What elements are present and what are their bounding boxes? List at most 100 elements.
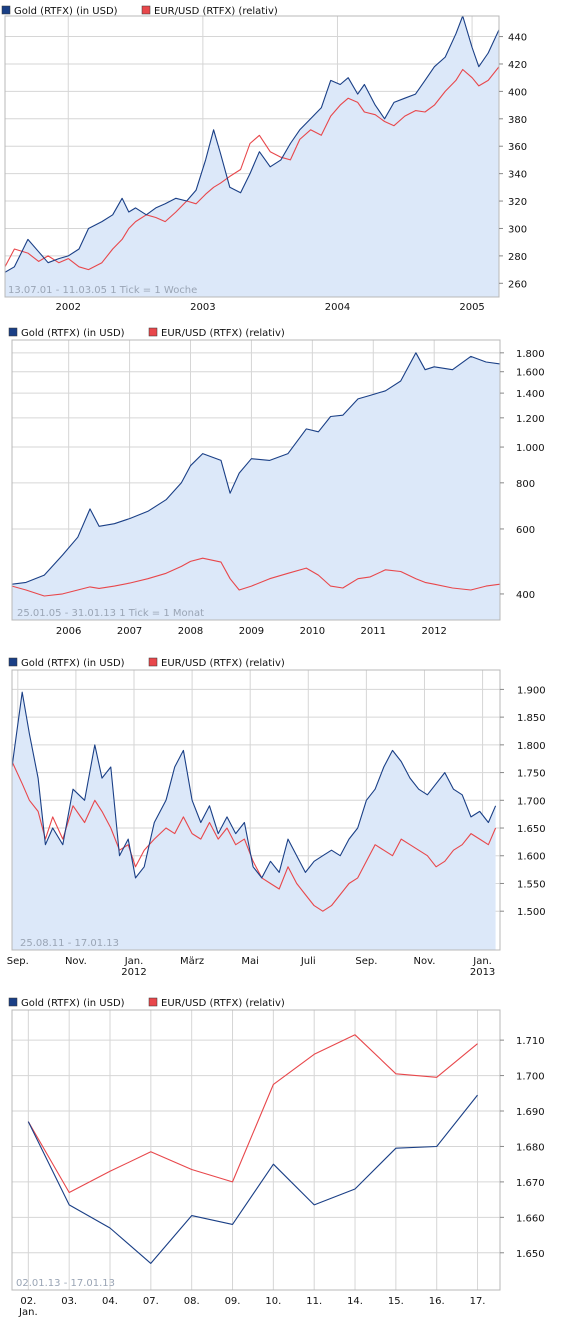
gold-line [5,16,499,273]
x-tick-label: 02. [20,1296,36,1307]
y-tick-label: 1.550 [517,879,546,890]
x-tick-label: 10. [265,1296,281,1307]
x-tick-label: 08. [184,1296,200,1307]
y-tick-label: 360 [508,142,527,153]
x-tick-label: 2012 [121,967,146,978]
legend-label: Gold (RTFX) (in USD) [21,658,125,669]
legend-label: EUR/USD (RTFX) (relativ) [161,658,285,669]
series-group [5,16,499,297]
chart-3: Gold (RTFX) (in USD) EUR/USD (RTFX) (rela… [7,657,546,978]
x-tick-label: 2011 [361,626,386,637]
x-axis: 02.Jan. 03. 04. 07. 08. 09. 10. 11. 14. 15. 16. 17. [18,1296,485,1318]
y-tick-label: 1.670 [516,1178,545,1189]
x-tick-label: 2005 [459,302,484,313]
legend-swatch [8,997,18,1007]
plot-frame [11,339,501,621]
chart-legend: Gold (RTFX) (in USD) EUR/USD (RTFX) (rela… [1,5,278,17]
grid [12,1010,500,1290]
legend-label: EUR/USD (RTFX) (relativ) [161,328,285,339]
y-tick-label: 600 [516,525,535,536]
y-tick-label: 1.400 [516,389,545,400]
legend-swatch [8,327,18,337]
y-axis: 260 280 300 320 340 360 380 400 420 440 [499,33,527,290]
range-note: 25.08.11 - 17.01.13 [20,938,119,949]
chart-2: Gold (RTFX) (in USD) EUR/USD (RTFX) (rela… [8,327,545,637]
x-tick-label: Jan. [18,1307,38,1318]
y-tick-label: 1.750 [517,769,546,780]
x-tick-label: Sep. [355,956,377,967]
chart-legend: Gold (RTFX) (in USD) EUR/USD (RTFX) (rela… [8,657,285,669]
x-tick-label: 03. [61,1296,77,1307]
y-tick-label: 280 [508,252,527,263]
legend-label: Gold (RTFX) (in USD) [21,328,125,339]
chart-legend: Gold (RTFX) (in USD) EUR/USD (RTFX) (rela… [8,327,285,339]
y-tick-label: 340 [508,170,527,181]
x-tick-label: Nov. [414,956,436,967]
x-tick-label: 2002 [56,302,81,313]
y-tick-label: 1.200 [516,414,545,425]
y-tick-label: 440 [508,33,527,44]
series-group [12,352,500,620]
x-tick-label: Mai [241,956,259,967]
x-tick-label: Nov. [65,956,87,967]
x-tick-label: 11. [306,1296,322,1307]
x-axis: 2006 2007 2008 2009 2010 2011 2012 [56,626,447,637]
y-tick-label: 1.650 [516,1249,545,1260]
chart-legend: Gold (RTFX) (in USD) EUR/USD (RTFX) (rela… [8,997,285,1009]
x-tick-label: Jan. [124,956,144,967]
y-tick-label: 1.000 [516,443,545,454]
y-tick-label: 1.660 [516,1213,545,1224]
eurusd-line [27,1034,478,1194]
x-tick-label: 2013 [470,967,495,978]
legend-swatch [1,5,11,15]
x-tick-label: 2012 [421,626,446,637]
y-tick-label: 1.710 [516,1036,545,1047]
legend-swatch [141,5,151,15]
gold-line [27,1094,478,1264]
y-tick-label: 1.650 [517,824,546,835]
range-note: 02.01.13 - 17.01.13 [16,1278,115,1289]
legend-swatch [148,657,158,667]
y-tick-label: 1.500 [517,907,546,918]
gold-area [12,352,500,620]
series-group [27,1034,478,1264]
legend-label: EUR/USD (RTFX) (relativ) [154,6,278,17]
y-tick-label: 1.700 [516,1072,545,1083]
x-axis: 2002 2003 2004 2005 [56,302,485,313]
x-tick-label: März [180,956,204,967]
x-tick-label: 2008 [178,626,203,637]
x-tick-label: 2007 [117,626,142,637]
legend-swatch [148,997,158,1007]
legend-swatch [8,657,18,667]
x-tick-label: Juli [300,956,316,967]
y-tick-label: 800 [516,479,535,490]
y-tick-label: 1.600 [517,852,546,863]
range-note: 13.07.01 - 11.03.05 1 Tick = 1 Woche [8,285,197,296]
y-tick-label: 320 [508,197,527,208]
plot-frame [11,1009,501,1291]
eurusd-line [12,557,500,597]
y-tick-label: 400 [508,87,527,98]
x-tick-label: 04. [102,1296,118,1307]
x-tick-label: 2009 [239,626,264,637]
x-tick-label: 2010 [300,626,325,637]
x-tick-label: 17. [470,1296,486,1307]
x-tick-label: Sep. [7,956,29,967]
x-tick-label: 16. [429,1296,445,1307]
legend-label: EUR/USD (RTFX) (relativ) [161,998,285,1009]
eurusd-line [5,66,499,271]
gold-area [12,692,496,950]
x-tick-label: 2006 [56,626,81,637]
eurusd-line [12,761,497,912]
y-tick-label: 260 [508,279,527,290]
range-note: 25.01.05 - 31.01.13 1 Tick = 1 Monat [17,608,204,619]
y-tick-label: 1.600 [516,368,545,379]
legend-label: Gold (RTFX) (in USD) [21,998,125,1009]
gold-line [12,691,497,879]
y-tick-label: 1.700 [517,796,546,807]
x-tick-label: 07. [143,1296,159,1307]
x-tick-label: 09. [225,1296,241,1307]
x-tick-label: 2004 [325,302,350,313]
